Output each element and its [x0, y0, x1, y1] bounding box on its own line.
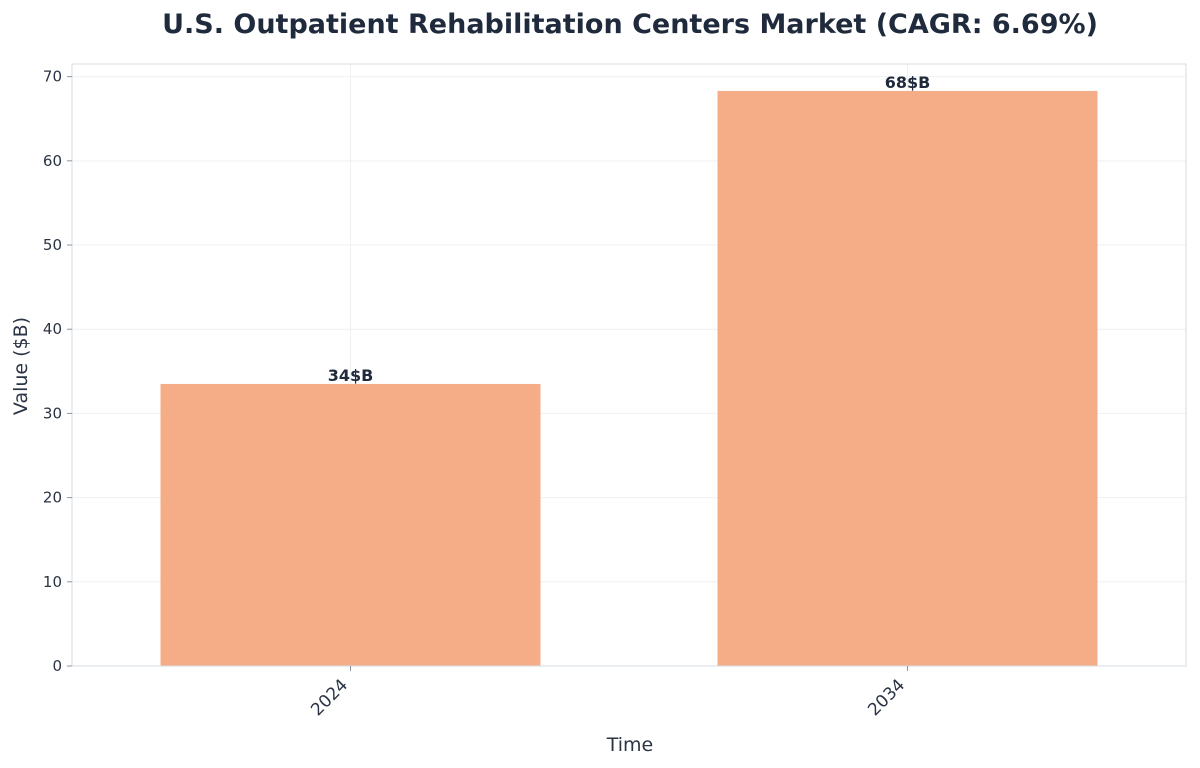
- y-ticks: 0 10 20 30 40 50 60 70: [43, 68, 72, 675]
- chart-title: U.S. Outpatient Rehabilitation Centers M…: [162, 9, 1098, 40]
- y-tick-label: 50: [43, 236, 62, 254]
- bar: [717, 90, 1098, 667]
- y-axis-label: Value ($B): [10, 317, 32, 415]
- data-labels: 34$B 68$B: [328, 73, 931, 385]
- x-tick-label: 2034: [864, 675, 909, 720]
- y-tick-label: 10: [43, 573, 62, 591]
- y-tick-label: 20: [43, 489, 62, 507]
- plot-frame: [71, 63, 1187, 667]
- x-axis-label: Time: [606, 734, 654, 756]
- y-tick-label: 70: [43, 68, 62, 86]
- x-ticks: 2024 2034: [307, 666, 909, 720]
- x-tick-label: 2024: [307, 675, 352, 720]
- y-tick-label: 40: [43, 320, 62, 338]
- data-label: 34$B: [328, 366, 374, 385]
- y-tick-label: 0: [52, 657, 62, 675]
- bars: [160, 90, 1098, 667]
- axes: [71, 63, 1187, 667]
- y-tick-label: 60: [43, 152, 62, 170]
- data-label: 68$B: [885, 73, 931, 92]
- bar: [160, 383, 541, 666]
- y-tick-label: 30: [43, 404, 62, 422]
